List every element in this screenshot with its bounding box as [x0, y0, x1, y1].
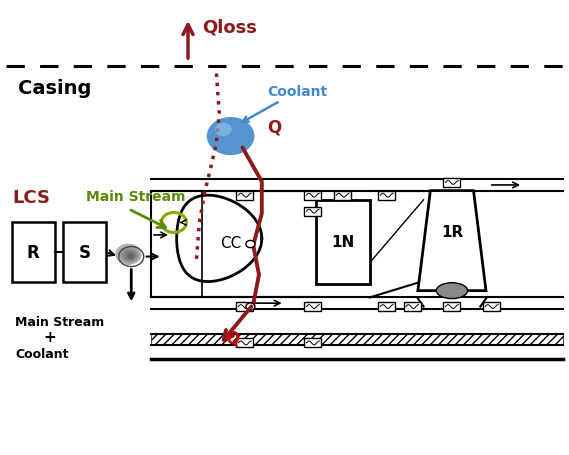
Text: Coolant: Coolant [15, 347, 68, 360]
Circle shape [207, 118, 254, 156]
Circle shape [116, 245, 141, 265]
Text: LCS: LCS [12, 188, 50, 207]
Text: Qloss: Qloss [202, 19, 257, 36]
Text: R: R [27, 243, 40, 262]
Circle shape [128, 254, 133, 258]
Bar [304, 207, 321, 216]
Text: 1N: 1N [331, 235, 354, 250]
Text: Main Stream: Main Stream [86, 189, 185, 203]
Text: Coolant: Coolant [242, 85, 328, 123]
Bar [12, 223, 55, 282]
Bar [403, 303, 420, 311]
Bar [236, 191, 253, 200]
Bar [443, 303, 460, 311]
Circle shape [215, 123, 232, 137]
Circle shape [122, 250, 137, 262]
Bar [483, 303, 500, 311]
Text: Q: Q [267, 118, 282, 136]
Bar [334, 191, 351, 200]
Bar [236, 339, 253, 348]
Text: 1R: 1R [441, 225, 463, 239]
Circle shape [119, 247, 139, 263]
Ellipse shape [436, 283, 468, 299]
Text: +: + [43, 329, 56, 344]
Circle shape [246, 303, 255, 310]
Text: S: S [79, 243, 90, 262]
Bar [378, 303, 395, 311]
Bar [236, 303, 253, 311]
Circle shape [125, 252, 135, 260]
Bar [304, 191, 321, 200]
Bar [304, 303, 321, 311]
Text: CC: CC [220, 236, 242, 251]
Text: Q: Q [225, 329, 239, 347]
Bar [443, 179, 460, 187]
Bar [304, 339, 321, 348]
Text: Casing: Casing [18, 79, 91, 98]
Text: Main Stream: Main Stream [15, 315, 104, 328]
Circle shape [246, 241, 255, 248]
Bar [378, 191, 395, 200]
Bar [63, 223, 106, 282]
Bar [316, 200, 370, 284]
Polygon shape [418, 191, 486, 291]
